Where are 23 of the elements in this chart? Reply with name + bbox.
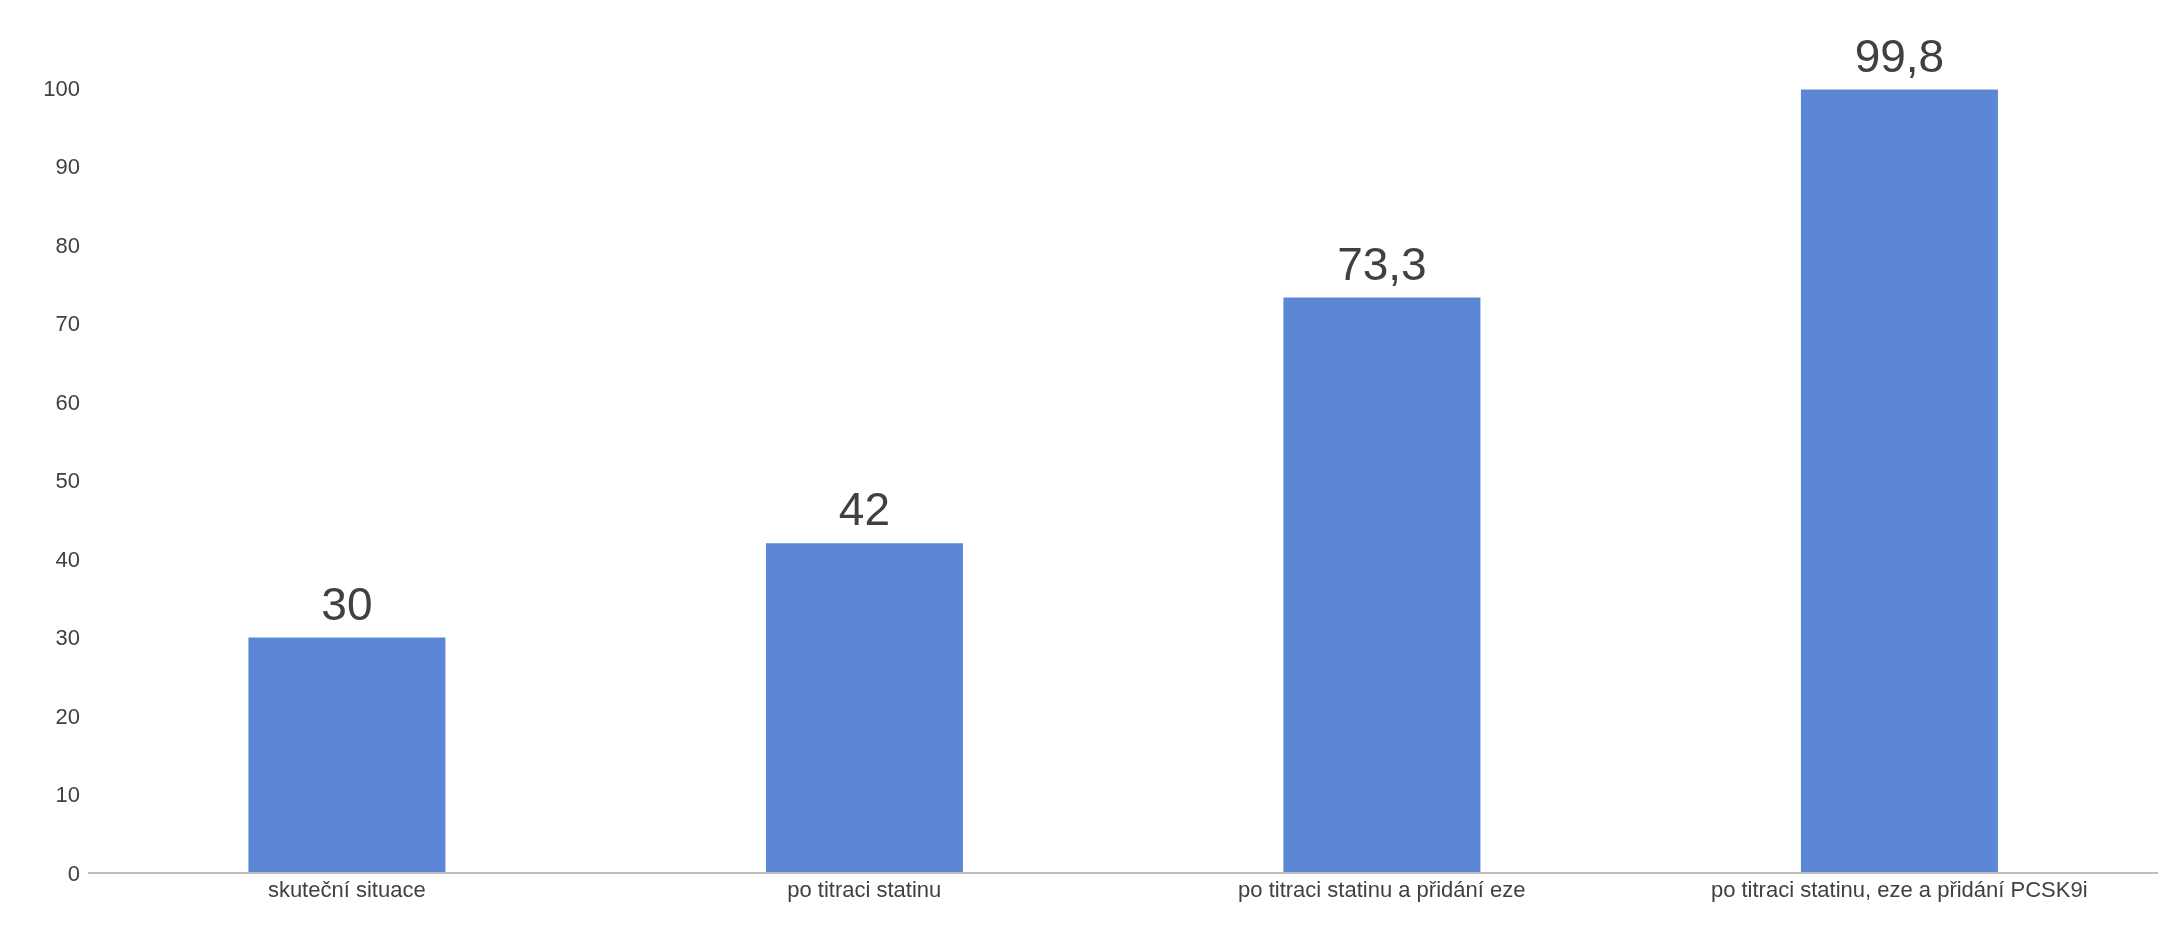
y-tick-label: 40 [55,546,80,572]
x-tick-label: skuteční situace [267,876,426,902]
y-tick-label: 30 [55,625,80,651]
bar [248,637,446,873]
data-label: 73,3 [1337,237,1427,290]
y-tick-label: 80 [55,232,80,258]
y-tick-label: 70 [55,311,80,337]
data-label: 42 [838,483,891,536]
y-tick-label: 20 [55,703,80,729]
data-label: 99,8 [1854,29,1945,82]
x-tick-label: po titraci statinu a přidání eze [1238,876,1526,902]
x-tick-label: po titraci statinu, eze a přidání PCSK9i [1710,876,2088,902]
bar [1800,89,1998,873]
x-tick-label: po titraci statinu [787,876,942,902]
y-tick-label: 60 [55,389,80,415]
data-label: 30 [321,577,373,630]
bar [1283,297,1481,873]
y-tick-label: 0 [67,860,80,886]
y-tick-label: 10 [55,782,80,808]
y-tick-label: 100 [43,75,80,101]
y-tick-label: 50 [55,468,80,494]
bar [765,543,963,873]
y-tick-label: 90 [55,154,80,180]
